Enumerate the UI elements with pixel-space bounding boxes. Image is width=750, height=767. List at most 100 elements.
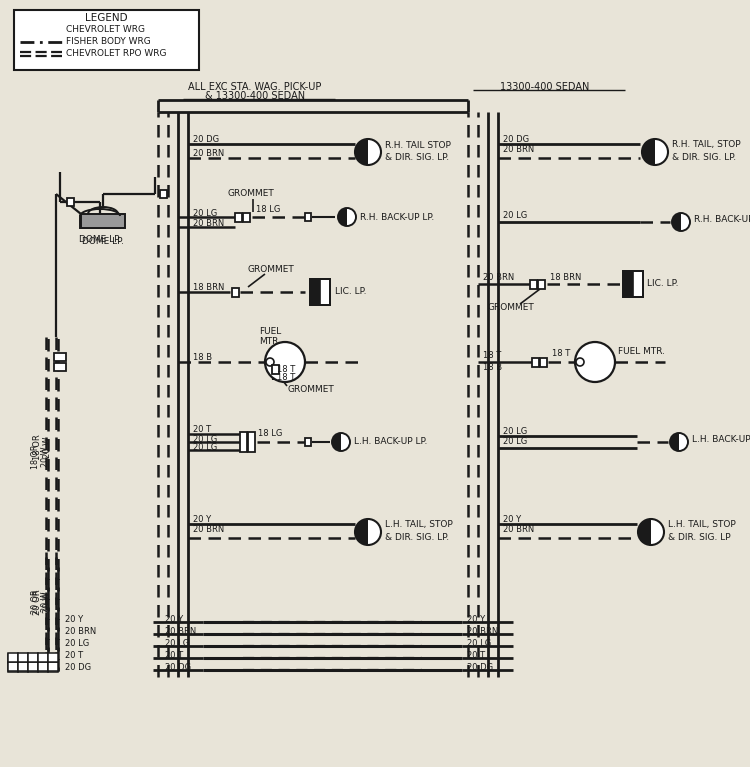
Bar <box>539 357 547 367</box>
Text: 20 LG: 20 LG <box>193 209 217 218</box>
Text: 18 B: 18 B <box>193 353 212 361</box>
Text: 20 LG: 20 LG <box>193 434 217 443</box>
Text: GROMMET: GROMMET <box>228 189 274 199</box>
Text: 20 T: 20 T <box>65 651 83 660</box>
Text: 20 Y: 20 Y <box>467 615 485 624</box>
Text: MTR.: MTR. <box>259 337 281 347</box>
Bar <box>14 10 199 70</box>
Text: 20 OR: 20 OR <box>32 590 40 614</box>
Text: R.H. TAIL, STOP: R.H. TAIL, STOP <box>672 140 740 150</box>
Text: CHEVROLET WRG: CHEVROLET WRG <box>66 25 145 35</box>
Wedge shape <box>338 208 347 226</box>
Text: 20 LG: 20 LG <box>503 212 527 220</box>
Text: 20 Y: 20 Y <box>165 615 183 624</box>
Bar <box>8 662 18 671</box>
Bar <box>38 662 48 671</box>
Text: 20 LG: 20 LG <box>165 640 189 649</box>
Bar <box>532 357 538 367</box>
Circle shape <box>672 213 690 231</box>
Text: L.H. TAIL, STOP: L.H. TAIL, STOP <box>385 521 453 529</box>
Text: 20 Y: 20 Y <box>65 615 83 624</box>
Text: LEGEND: LEGEND <box>86 13 128 23</box>
Text: L.H. BACK-UP LP.: L.H. BACK-UP LP. <box>692 434 750 443</box>
Text: 20 LG: 20 LG <box>65 640 89 649</box>
Text: 20 W: 20 W <box>41 592 50 612</box>
Text: 20 LG: 20 LG <box>467 640 491 649</box>
Text: 20 LG: 20 LG <box>503 427 527 436</box>
Text: & DIR. SIG. LP.: & DIR. SIG. LP. <box>672 153 736 162</box>
Text: 18 T: 18 T <box>483 351 501 360</box>
Text: LIC. LP.: LIC. LP. <box>647 279 679 288</box>
Text: & 13300-400 SEDAN: & 13300-400 SEDAN <box>205 91 305 101</box>
Text: LIC. LP.: LIC. LP. <box>335 288 367 297</box>
Text: FUEL MTR.: FUEL MTR. <box>618 347 665 357</box>
Bar <box>18 653 28 662</box>
Bar <box>8 654 18 663</box>
Text: 20 DG: 20 DG <box>165 663 191 673</box>
Bar <box>38 653 48 662</box>
Circle shape <box>575 342 615 382</box>
Bar <box>305 213 311 221</box>
Wedge shape <box>638 519 651 545</box>
Text: 20 LG: 20 LG <box>193 443 217 452</box>
Text: FISHER BODY WRG: FISHER BODY WRG <box>66 38 151 47</box>
Text: 20 W: 20 W <box>44 436 52 458</box>
Text: 20 DG: 20 DG <box>65 663 92 673</box>
Text: 20 T: 20 T <box>467 651 485 660</box>
Text: 20 DG: 20 DG <box>467 663 494 673</box>
Text: & DIR. SIG. LP.: & DIR. SIG. LP. <box>385 532 449 542</box>
Text: 20 BRN: 20 BRN <box>165 627 196 637</box>
Text: 20 T: 20 T <box>193 426 211 434</box>
Text: FUEL: FUEL <box>259 328 281 337</box>
Circle shape <box>642 139 668 165</box>
Bar <box>235 212 242 222</box>
Bar <box>320 279 330 305</box>
Bar <box>28 662 38 671</box>
Bar <box>28 663 38 672</box>
Circle shape <box>265 342 305 382</box>
Bar <box>160 190 166 198</box>
Bar <box>8 653 18 662</box>
Bar <box>239 432 247 452</box>
Bar <box>242 212 250 222</box>
Text: 18 OR: 18 OR <box>32 445 40 469</box>
Bar <box>248 432 254 452</box>
Text: 18 T: 18 T <box>552 350 570 358</box>
Text: DOME LP.: DOME LP. <box>82 238 124 246</box>
Text: 18 LG: 18 LG <box>256 205 280 213</box>
Bar <box>48 662 58 671</box>
Bar <box>623 271 643 297</box>
Bar <box>310 279 320 305</box>
Wedge shape <box>355 519 368 545</box>
Text: 18 T: 18 T <box>277 366 296 374</box>
Text: 18 B: 18 B <box>483 363 502 371</box>
Text: 20 BRN: 20 BRN <box>503 525 534 535</box>
Text: 18 BRN: 18 BRN <box>193 282 224 291</box>
Bar <box>310 279 330 305</box>
Text: 18 BRN: 18 BRN <box>550 272 581 281</box>
Text: 20 LG: 20 LG <box>503 437 527 446</box>
Bar <box>633 271 643 297</box>
Text: 20 W: 20 W <box>41 446 50 467</box>
Bar <box>48 654 58 663</box>
Text: 20 OR: 20 OR <box>34 589 43 615</box>
Text: R.H. BACK-UP LP.: R.H. BACK-UP LP. <box>360 212 434 222</box>
Circle shape <box>355 519 381 545</box>
Wedge shape <box>355 139 368 165</box>
Bar <box>232 288 238 297</box>
Bar <box>48 653 58 662</box>
Bar <box>38 663 48 672</box>
Text: 18 OR: 18 OR <box>34 434 43 460</box>
Text: & DIR. SIG. LP: & DIR. SIG. LP <box>668 532 730 542</box>
Bar <box>54 363 66 371</box>
Bar <box>18 663 28 672</box>
Bar <box>81 214 125 228</box>
Text: 20 BRN: 20 BRN <box>503 146 534 154</box>
Wedge shape <box>642 139 655 165</box>
Text: 13300-400 SEDAN: 13300-400 SEDAN <box>500 82 590 92</box>
Bar <box>48 663 58 672</box>
Circle shape <box>338 208 356 226</box>
Circle shape <box>576 358 584 366</box>
Text: 20 BRN: 20 BRN <box>193 150 224 159</box>
Bar <box>272 364 278 374</box>
